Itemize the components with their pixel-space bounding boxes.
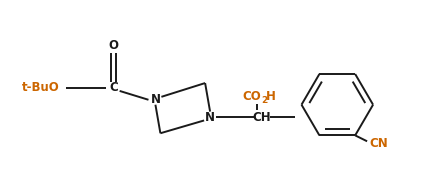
Text: N: N: [151, 93, 160, 106]
Text: C: C: [110, 81, 118, 94]
Text: CO: CO: [242, 90, 261, 103]
Text: t-BuO: t-BuO: [22, 81, 60, 94]
Text: N: N: [205, 111, 215, 124]
Text: H: H: [266, 90, 276, 103]
Text: O: O: [109, 39, 119, 52]
Text: CN: CN: [370, 137, 388, 150]
Text: CH: CH: [253, 111, 271, 124]
Text: 2: 2: [261, 96, 268, 105]
